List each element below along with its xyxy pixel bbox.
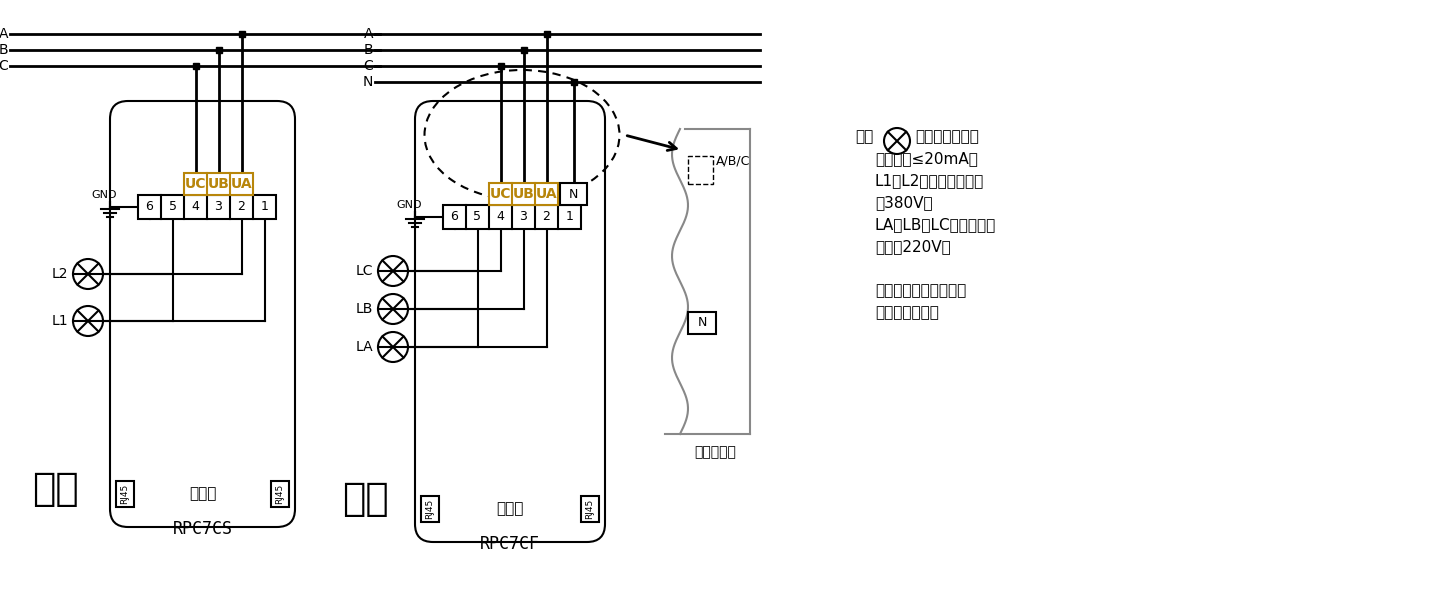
Text: A/B/C: A/B/C xyxy=(716,154,750,167)
Text: 俧视图: 俧视图 xyxy=(189,486,216,501)
Text: 接或不接都可。: 接或不接都可。 xyxy=(874,305,939,320)
Text: RJ45: RJ45 xyxy=(276,484,284,504)
Text: 4: 4 xyxy=(496,210,505,223)
Text: LA: LA xyxy=(355,340,372,354)
Text: LB: LB xyxy=(355,302,372,316)
Bar xyxy=(560,183,587,205)
Text: RJ45: RJ45 xyxy=(586,499,595,519)
Text: N: N xyxy=(362,75,372,89)
Text: 俧视图: 俧视图 xyxy=(496,501,524,516)
Text: C: C xyxy=(0,59,9,73)
Text: A: A xyxy=(0,27,9,41)
Text: L1: L1 xyxy=(52,314,68,328)
Text: 4: 4 xyxy=(192,201,199,213)
Bar xyxy=(192,63,199,69)
Text: N: N xyxy=(697,316,707,329)
Bar xyxy=(544,31,550,37)
Text: 工作电流≤20mA。: 工作电流≤20mA。 xyxy=(874,151,978,166)
Bar xyxy=(238,31,244,37)
Bar xyxy=(570,79,577,85)
Text: L2: L2 xyxy=(52,267,68,281)
Text: 5: 5 xyxy=(169,201,176,213)
Text: RJ45: RJ45 xyxy=(426,499,434,519)
Text: 側视局部图: 側视局部图 xyxy=(694,445,736,459)
Bar xyxy=(271,481,289,507)
Bar xyxy=(521,47,527,53)
Text: UA: UA xyxy=(535,187,557,201)
Bar xyxy=(582,496,599,522)
Bar xyxy=(139,195,276,219)
Bar xyxy=(443,205,582,229)
Text: RJ45: RJ45 xyxy=(121,484,130,504)
Text: B: B xyxy=(0,43,9,57)
Text: 5: 5 xyxy=(473,210,482,223)
Text: GND: GND xyxy=(397,200,421,210)
Text: 为外接指示灯，: 为外接指示灯， xyxy=(915,129,978,144)
Text: C: C xyxy=(364,59,372,73)
Bar xyxy=(489,183,558,205)
Text: 1: 1 xyxy=(566,210,573,223)
Bar xyxy=(115,481,134,507)
Text: UB: UB xyxy=(512,187,534,201)
Text: L1与L2指示灯额定电压: L1与L2指示灯额定电压 xyxy=(874,173,984,188)
Bar xyxy=(498,63,504,69)
Bar xyxy=(421,496,439,522)
Bar xyxy=(185,173,253,195)
Text: 6: 6 xyxy=(146,201,153,213)
Text: 共补: 共补 xyxy=(32,470,78,508)
Text: N: N xyxy=(569,187,579,201)
Text: GND: GND xyxy=(91,190,117,200)
Bar xyxy=(688,312,716,334)
Text: A: A xyxy=(364,27,372,41)
Text: 3: 3 xyxy=(519,210,528,223)
Text: 2: 2 xyxy=(543,210,550,223)
Bar xyxy=(688,156,713,184)
Text: 外接指示灯可根据需要: 外接指示灯可根据需要 xyxy=(874,283,967,298)
Text: UC: UC xyxy=(185,177,206,191)
Bar xyxy=(215,47,221,53)
Text: 注：: 注： xyxy=(856,129,873,144)
Text: 电压为220V。: 电压为220V。 xyxy=(874,239,951,254)
Text: 为380V。: 为380V。 xyxy=(874,195,932,210)
Text: LA、LB、LC指示灯额定: LA、LB、LC指示灯额定 xyxy=(874,217,996,232)
Text: 6: 6 xyxy=(450,210,459,223)
Text: RPC7CS: RPC7CS xyxy=(173,520,232,538)
Text: 2: 2 xyxy=(238,201,245,213)
Text: UB: UB xyxy=(208,177,229,191)
Text: UA: UA xyxy=(231,177,253,191)
Text: UC: UC xyxy=(489,187,511,201)
Text: 分补: 分补 xyxy=(342,480,388,518)
Text: 3: 3 xyxy=(215,201,222,213)
Text: LC: LC xyxy=(355,264,372,278)
Text: B: B xyxy=(364,43,372,57)
Text: RPC7CF: RPC7CF xyxy=(481,535,540,553)
Text: 1: 1 xyxy=(261,201,268,213)
